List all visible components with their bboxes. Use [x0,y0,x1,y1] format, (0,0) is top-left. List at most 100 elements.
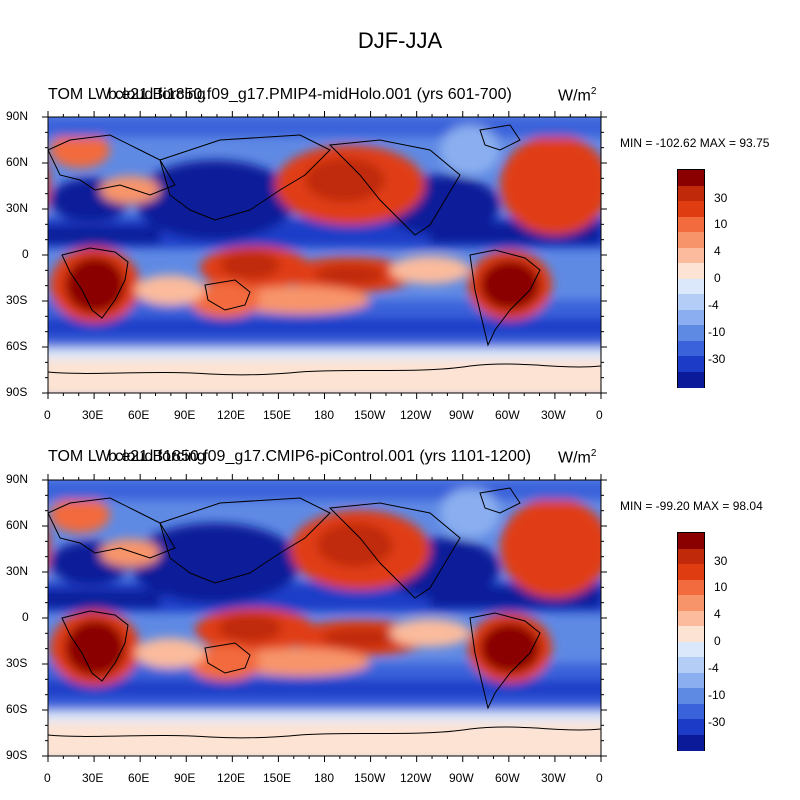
panel-2-case-label: b.e21.B1850.f09_g17.CMIP6-piControl.001 … [108,448,532,465]
lon-label: 0 [44,771,51,785]
colorbar-label: -4 [708,298,719,312]
lon-label: 120E [217,771,246,785]
panel-1-left-label: TOM LW cloud forcing [48,86,206,103]
panel-1-field [48,117,601,393]
lat-label: 90N [6,109,29,123]
colorbar-swatch [678,641,704,658]
colorbar-label: -10 [708,325,726,339]
colorbar-swatch [678,564,704,580]
panel-1-colorbar [677,169,705,388]
lat-label: 60N [6,155,29,169]
colorbar-swatch [678,610,704,627]
lon-label: 30W [541,408,566,422]
colorbar-label: 10 [714,217,728,231]
panel-1-map [42,111,607,399]
lat-label: 60S [6,339,28,353]
lat-label: 90S [6,748,28,762]
lon-label: 30E [82,771,104,785]
panel-1-coastlines [48,124,601,376]
colorbar-swatch [678,247,704,264]
lon-label: 90W [449,408,474,422]
panel-2-field [48,480,601,756]
lon-label: 150W [354,408,386,422]
lat-label: 90S [6,385,28,399]
colorbar-label: 0 [714,634,721,648]
colorbar-label: 0 [714,271,721,285]
panel-2-frame [42,474,607,762]
colorbar-swatch [678,533,704,549]
lat-label: 60S [6,702,28,716]
colorbar-swatch [678,170,704,186]
lon-label: 0 [596,771,603,785]
colorbar-swatch [678,185,704,202]
lat-label: 60N [6,518,29,532]
lon-label: 180 [314,408,335,422]
lon-label: 90E [174,771,196,785]
colorbar-label: 30 [714,191,728,205]
lon-label: 150W [354,771,386,785]
lon-label: 150E [263,408,292,422]
lon-label: 120W [400,408,432,422]
lon-label: 120W [400,771,432,785]
lat-label: 0 [22,247,29,261]
lon-label: 0 [44,408,51,422]
lat-label: 30S [6,656,28,670]
colorbar-swatch [678,672,704,689]
colorbar-label: -10 [708,688,726,702]
colorbar-swatch [678,309,704,326]
colorbar-label: 4 [714,244,721,258]
colorbar-swatch [678,356,704,372]
lon-label: 60W [495,408,520,422]
colorbar-swatch [678,201,704,217]
lat-label: 0 [22,610,29,624]
panel-1-frame [42,111,607,399]
lat-label: 30S [6,293,28,307]
colorbar-swatch [678,371,704,388]
lat-label: 30N [6,201,29,215]
colorbar-swatch [678,688,704,704]
colorbar-label: 30 [714,554,728,568]
panel-2-colorbar [677,532,705,751]
colorbar-swatch [678,340,704,357]
lat-label: 90N [6,472,29,486]
colorbar-label: -4 [708,661,719,675]
colorbar-label: 4 [714,607,721,621]
lon-label: 30E [82,408,104,422]
figure-title: DJF-JJA [357,28,443,53]
colorbar-label: -30 [708,352,726,366]
panel-2-coastlines [48,487,601,739]
colorbar-swatch [678,719,704,735]
colorbar-swatch [678,278,704,295]
colorbar-swatch [678,595,704,611]
lon-label: 60E [128,771,150,785]
lon-label: 30W [541,771,566,785]
lon-label: 150E [263,771,292,785]
colorbar-swatch [678,734,704,751]
lon-label: 60E [128,408,150,422]
colorbar-swatch [678,657,704,673]
lon-label: 90E [174,408,196,422]
panel-2-min-max: MIN = -99.20 MAX = 98.04 [620,499,763,513]
lon-label: 90W [449,771,474,785]
colorbar-swatch [678,232,704,248]
colorbar-label: -30 [708,715,726,729]
panel-1-min-max: MIN = -102.62 MAX = 93.75 [620,136,770,150]
colorbar-swatch [678,548,704,565]
panel-1-case-label: b.e21.Bi1850.f09_g17.PMIP4-midHolo.001 (… [108,86,512,103]
colorbar-swatch [678,216,704,233]
panel-1-units: W/m2 [558,86,597,105]
lon-label: 120E [217,408,246,422]
lat-label: 30N [6,564,29,578]
lon-label: 60W [495,771,520,785]
colorbar-swatch [678,703,704,720]
colorbar-swatch [678,294,704,310]
colorbar-swatch [678,579,704,596]
lon-label: 180 [314,771,335,785]
colorbar-swatch [678,325,704,341]
colorbar-swatch [678,626,704,642]
panel-2-left-label: TOM LW cloud forcing [48,448,206,465]
lon-label: 0 [596,408,603,422]
colorbar-label: 10 [714,580,728,594]
panel-2-units: W/m2 [558,448,597,467]
